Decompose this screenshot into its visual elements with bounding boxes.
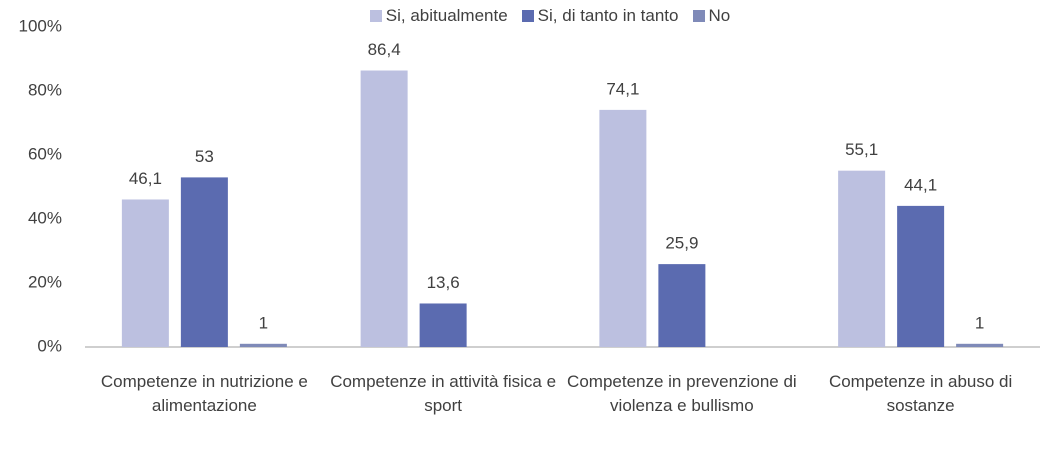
- legend-item: Si, abitualmente: [369, 6, 508, 26]
- bar: [956, 343, 1004, 347]
- bar: [599, 109, 647, 347]
- y-tick-label: 80%: [28, 80, 62, 99]
- legend: Si, abitualmente Si, di tanto in tanto No: [0, 6, 1059, 26]
- legend-swatch: [692, 10, 705, 22]
- y-tick-label: 20%: [28, 272, 62, 291]
- y-tick-label: 0%: [37, 336, 62, 355]
- legend-item: No: [692, 6, 731, 26]
- bar: [419, 303, 467, 347]
- x-tick-label: Competenze in abuso di sostanze: [828, 372, 1013, 415]
- data-label: 55,1: [845, 140, 878, 159]
- y-tick-label: 100%: [19, 16, 62, 35]
- legend-swatch: [369, 10, 382, 22]
- legend-label: Si, di tanto in tanto: [537, 6, 679, 25]
- bar: [121, 199, 169, 347]
- legend-label: No: [708, 6, 731, 25]
- x-tick-label: Competenze in prevenzione di violenza e …: [567, 372, 797, 415]
- legend-swatch: [521, 10, 534, 22]
- legend-label: Si, abitualmente: [385, 6, 508, 25]
- y-tick-label: 40%: [28, 208, 62, 227]
- data-label: 44,1: [904, 175, 937, 194]
- bar: [239, 343, 287, 347]
- x-tick-label: Competenze in attività fisica e sport: [330, 372, 557, 415]
- data-label: 25,9: [665, 234, 698, 253]
- bar: [658, 264, 706, 347]
- x-tick-label: Competenze in nutrizione e alimentazione: [100, 372, 308, 415]
- bar: [838, 170, 886, 347]
- data-label: 46,1: [129, 169, 162, 188]
- data-label: 86,4: [368, 40, 401, 59]
- bar: [360, 70, 408, 348]
- bar: [897, 205, 945, 347]
- bar: [180, 177, 228, 347]
- data-label: 53: [195, 147, 214, 166]
- data-label: 1: [259, 313, 268, 332]
- data-label: 13,6: [427, 273, 460, 292]
- data-label: 74,1: [606, 79, 639, 98]
- data-label: 1: [975, 313, 984, 332]
- y-tick-label: 60%: [28, 144, 62, 163]
- legend-item: Si, di tanto in tanto: [521, 6, 679, 26]
